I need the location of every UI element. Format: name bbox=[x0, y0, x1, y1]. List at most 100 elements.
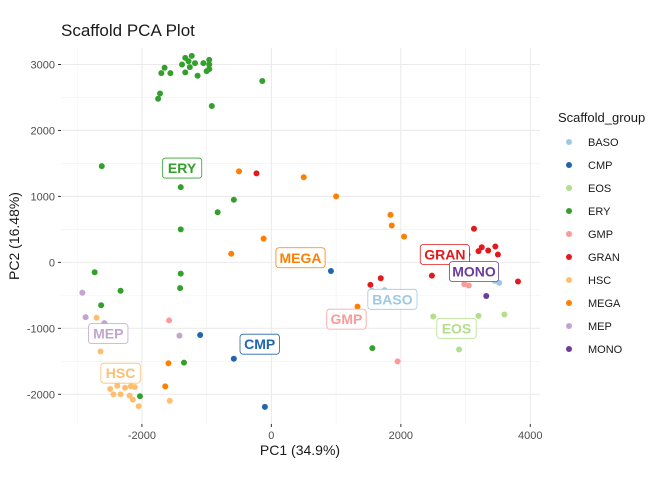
legend-key-gran bbox=[566, 254, 572, 260]
point-mega bbox=[387, 211, 394, 218]
point-ery bbox=[194, 72, 201, 79]
group-label-box-ery bbox=[161, 157, 203, 179]
point-hsc bbox=[107, 386, 114, 393]
group-label-text-hsc: HSC bbox=[106, 365, 136, 381]
point-hsc bbox=[122, 384, 129, 391]
point-hsc bbox=[93, 314, 100, 321]
point-ery bbox=[208, 103, 215, 110]
minor-gridlines bbox=[61, 48, 540, 424]
x-tick-label: 4000 bbox=[518, 430, 542, 442]
point-hsc bbox=[131, 384, 138, 391]
point-hsc bbox=[166, 397, 173, 404]
point-ery bbox=[206, 61, 213, 68]
point-gran bbox=[377, 275, 384, 282]
point-ery bbox=[214, 209, 221, 216]
point-mega bbox=[388, 222, 395, 229]
legend-key-hsc bbox=[566, 277, 572, 283]
group-label-text-gmp: GMP bbox=[331, 311, 363, 327]
legend-key-mep bbox=[566, 323, 572, 329]
group-labels: BASO CMP EOS ERY GMP GRAN HSC MEGA MEP MONO bbox=[88, 157, 499, 384]
point-mep bbox=[176, 332, 183, 339]
legend-key-mono bbox=[566, 346, 572, 352]
point-cmp bbox=[230, 355, 237, 362]
x-tick-label: 0 bbox=[268, 430, 274, 442]
y-tick-label: 3000 bbox=[31, 59, 55, 71]
point-ery bbox=[185, 58, 192, 65]
point-hsc bbox=[110, 391, 117, 398]
legend-label-mega: MEGA bbox=[588, 298, 621, 310]
group-label-mega: MEGA bbox=[275, 247, 326, 269]
point-ery bbox=[259, 77, 266, 84]
point-mega bbox=[354, 303, 361, 310]
point-ery bbox=[136, 393, 143, 400]
point-hsc bbox=[135, 403, 142, 410]
group-label-box-hsc bbox=[100, 362, 141, 384]
group-label-box-baso bbox=[367, 288, 418, 310]
group-label-text-ery: ERY bbox=[168, 160, 197, 176]
point-ery bbox=[179, 61, 186, 68]
point-ery bbox=[182, 69, 189, 76]
point-ery bbox=[167, 70, 174, 77]
chart-title: Scaffold PCA Plot bbox=[61, 21, 195, 40]
point-gran bbox=[514, 278, 521, 285]
point-ery bbox=[91, 269, 98, 276]
legend-label-gmp: GMP bbox=[588, 229, 613, 241]
group-label-gmp: GMP bbox=[326, 308, 367, 330]
point-mono bbox=[483, 293, 490, 300]
point-ery bbox=[177, 226, 184, 233]
point-ery bbox=[191, 60, 198, 67]
major-gridlines bbox=[61, 48, 540, 424]
point-mega bbox=[333, 193, 340, 200]
point-gran bbox=[475, 248, 482, 255]
legend-label-gran: GRAN bbox=[588, 252, 620, 264]
point-mep bbox=[79, 289, 86, 296]
point-hsc bbox=[114, 382, 121, 389]
point-ery bbox=[369, 345, 376, 352]
point-mega bbox=[162, 383, 169, 390]
point-mega bbox=[300, 174, 307, 181]
point-ery bbox=[203, 68, 210, 75]
x-axis-ticks: -2000 0 2000 4000 bbox=[128, 424, 543, 442]
group-label-text-mono: MONO bbox=[452, 264, 496, 280]
x-tick-label: -2000 bbox=[128, 430, 156, 442]
point-hsc bbox=[129, 396, 136, 403]
point-hsc bbox=[97, 348, 104, 355]
x-axis-label: PC1 (34.9%) bbox=[260, 442, 340, 458]
group-label-gran: GRAN bbox=[419, 244, 470, 265]
legend: Scaffold_group BASO CMP EOS ERY GMP GRAN HSC ME… bbox=[558, 110, 645, 356]
legend-label-eos: EOS bbox=[588, 183, 611, 195]
y-tick-label: 0 bbox=[49, 257, 55, 269]
point-mega bbox=[228, 250, 235, 257]
point-hsc bbox=[126, 392, 133, 399]
point-ery bbox=[98, 302, 105, 309]
legend-label-baso: BASO bbox=[588, 137, 619, 149]
point-ery bbox=[177, 184, 184, 191]
y-axis-ticks: -2000 -1000 0 1000 2000 3000 bbox=[27, 59, 61, 401]
group-label-cmp: CMP bbox=[239, 333, 280, 355]
group-label-box-gmp bbox=[326, 308, 367, 330]
point-ery bbox=[180, 359, 187, 366]
point-ery bbox=[98, 163, 105, 170]
group-label-box-mep bbox=[88, 323, 129, 345]
point-gran bbox=[367, 281, 374, 288]
group-label-text-mega: MEGA bbox=[280, 250, 322, 266]
point-ery bbox=[155, 95, 162, 102]
point-gran bbox=[478, 244, 485, 251]
point-cmp bbox=[327, 267, 334, 274]
point-eos bbox=[430, 313, 437, 320]
group-label-text-baso: BASO bbox=[372, 291, 413, 307]
point-mega bbox=[260, 235, 267, 242]
point-eos bbox=[456, 346, 463, 353]
legend-label-cmp: CMP bbox=[588, 160, 612, 172]
point-mega bbox=[236, 168, 243, 175]
point-ery bbox=[230, 196, 237, 203]
point-gmp bbox=[461, 281, 468, 288]
point-ery bbox=[158, 70, 165, 77]
point-gmp bbox=[465, 282, 472, 289]
point-eos bbox=[501, 311, 508, 318]
y-tick-label: 1000 bbox=[31, 191, 55, 203]
legend-key-baso bbox=[566, 139, 572, 145]
legend-key-gmp bbox=[566, 231, 572, 237]
point-ery bbox=[206, 56, 213, 63]
legend-title: Scaffold_group bbox=[558, 110, 645, 125]
